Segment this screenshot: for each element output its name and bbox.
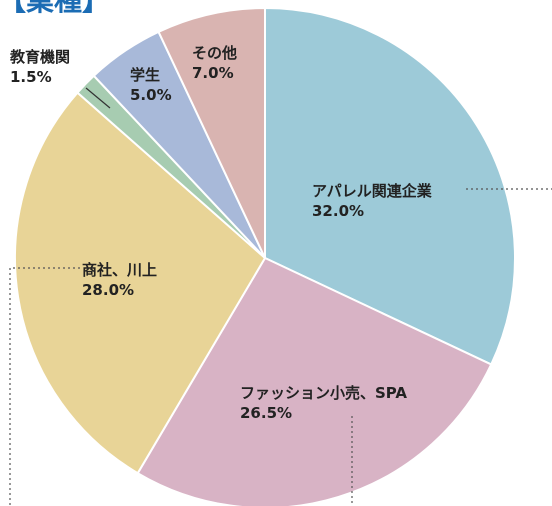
- slice-value: 5.0%: [130, 86, 172, 104]
- slice-label: 学生: [130, 66, 160, 84]
- slice-value: 32.0%: [312, 202, 364, 220]
- pie-slice: [157, 6, 266, 259]
- slice-label: 教育機関: [9, 48, 70, 66]
- leaders: [9, 188, 552, 506]
- slice-label: アパレル関連企業: [312, 182, 433, 200]
- slice-value: 7.0%: [192, 64, 234, 82]
- pie-slice: [14, 91, 267, 475]
- pie-slice: [264, 6, 516, 366]
- slice-value: 28.0%: [82, 281, 134, 299]
- slice-label: その他: [192, 44, 237, 62]
- chart-title: 【業種】: [0, 0, 110, 17]
- slice-value: 26.5%: [240, 404, 292, 422]
- pie-slice: [136, 256, 493, 506]
- slice-value: 1.5%: [10, 68, 52, 86]
- slice-label: ファッション小売、SPA: [240, 384, 407, 402]
- slice-label: 商社、川上: [82, 261, 157, 279]
- leader: [85, 87, 111, 109]
